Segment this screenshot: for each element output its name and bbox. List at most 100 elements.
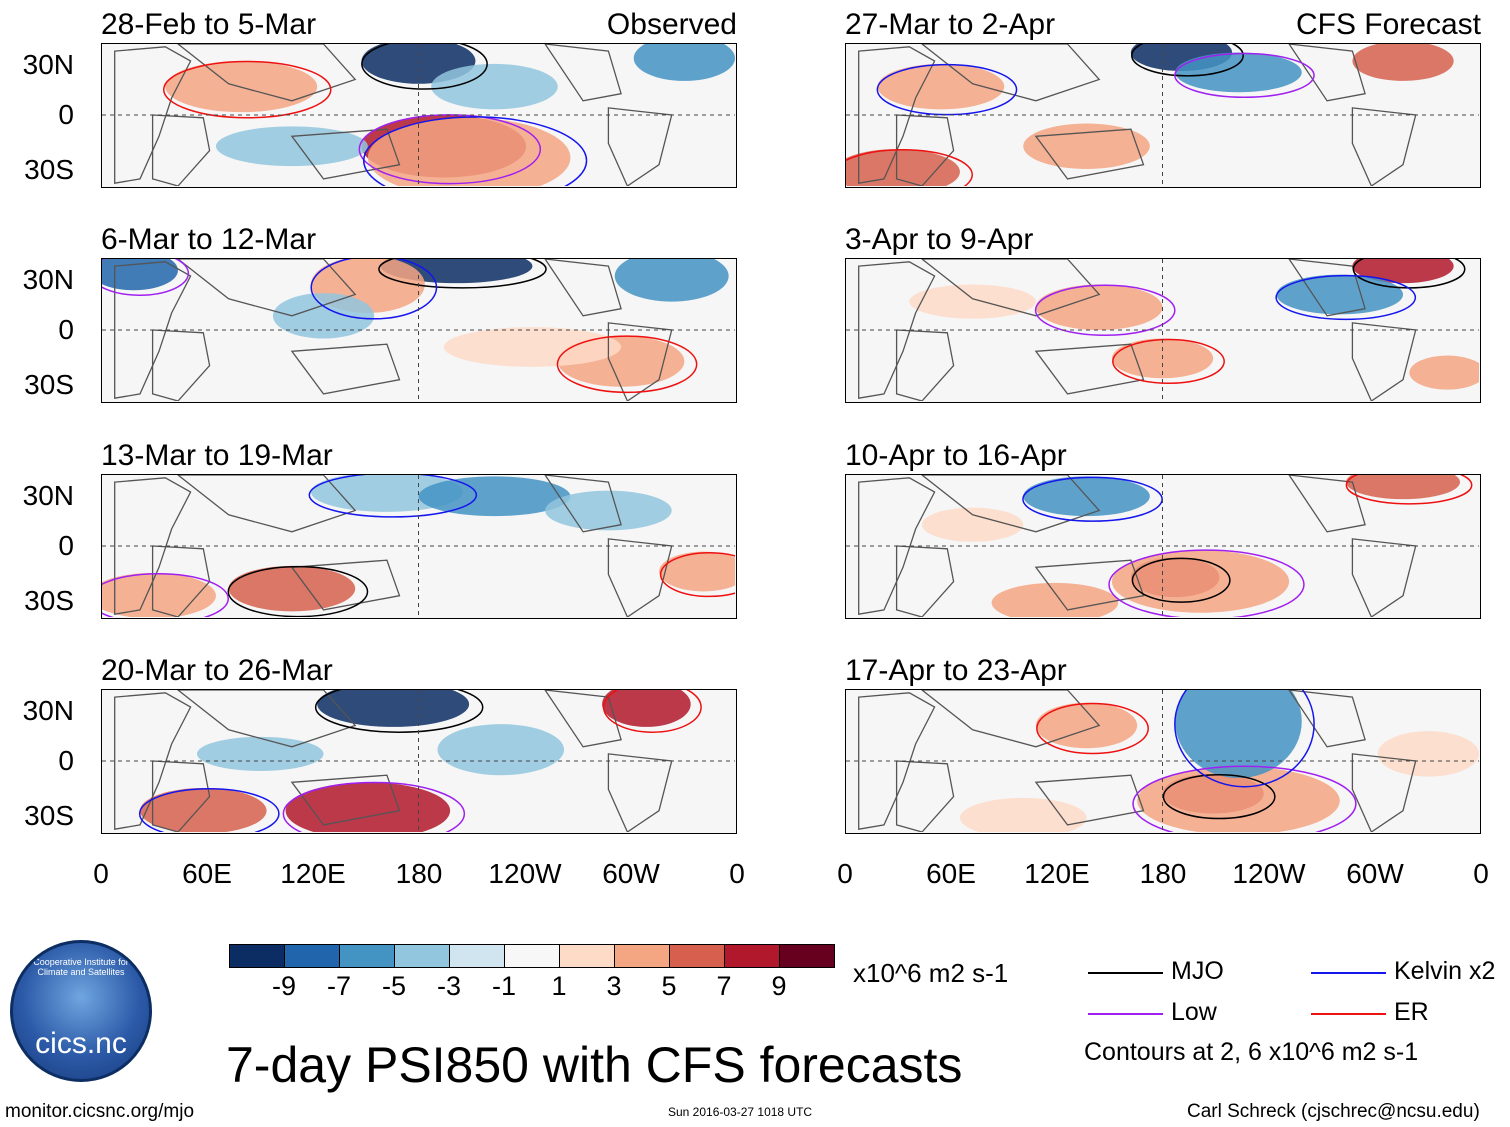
wave-contour: [1174, 690, 1315, 788]
wave-contour: [1162, 774, 1276, 820]
coastline: [114, 46, 192, 184]
coastline: [1351, 107, 1417, 186]
anomaly-shading: [1035, 702, 1138, 749]
coastline: [544, 690, 622, 748]
coastline: [1034, 343, 1145, 395]
anomaly-shading: [102, 259, 178, 291]
psi850-field: [846, 475, 1479, 617]
coastline: [858, 692, 936, 830]
psi850-field: [846, 44, 1479, 186]
coastline: [920, 475, 1101, 533]
coastline: [151, 545, 211, 617]
coastline: [1288, 44, 1366, 102]
anomaly-shading: [272, 293, 375, 339]
anomaly-shading: [317, 690, 470, 727]
anomaly-shading: [443, 327, 622, 367]
anomaly-shading: [215, 126, 368, 167]
map-panel: [845, 43, 1481, 188]
colorbar-tick-label: 1: [551, 971, 567, 1001]
wave-contour: [1131, 44, 1244, 77]
colorbar-tick-label: 7: [716, 971, 732, 1001]
coastline: [895, 545, 955, 617]
coastline: [151, 329, 211, 401]
anomaly-shading: [614, 259, 729, 302]
anomaly-shading: [228, 565, 356, 612]
wave-contour: [162, 60, 332, 119]
legend-label: Low: [1171, 998, 1217, 1026]
coastline: [920, 259, 1101, 317]
anomaly-shading: [991, 582, 1119, 617]
latitude-label: 0: [58, 530, 74, 561]
coastline: [176, 259, 357, 317]
figure-title: 7-day PSI850 with CFS forecasts: [226, 1037, 963, 1093]
coastline: [858, 261, 936, 399]
coastline: [290, 559, 401, 611]
longitude-label: 0: [1473, 858, 1489, 889]
panel-title: 17-Apr to 23-Apr: [845, 654, 1067, 687]
legend-label: Kelvin x2: [1394, 957, 1496, 985]
coastline: [290, 128, 401, 180]
colorbar-swatch: [339, 944, 395, 968]
wave-contour: [361, 44, 488, 90]
anomaly-shading: [1409, 355, 1479, 390]
colorbar-swatch: [779, 944, 835, 968]
wave-contour: [556, 335, 698, 394]
psi850-field: [102, 475, 735, 617]
wave-contour: [1174, 52, 1315, 99]
coastline: [920, 44, 1101, 102]
panel-title: 3-Apr to 9-Apr: [845, 223, 1034, 256]
map-panel: [845, 474, 1481, 619]
latitude-label: 30S: [24, 585, 74, 616]
coastline: [1034, 128, 1145, 180]
wave-contour: [1108, 549, 1305, 617]
colorbar-units: x10^6 m2 s-1: [853, 958, 1009, 988]
longitude-label: 120E: [280, 858, 346, 889]
colorbar-tick-label: -9: [271, 971, 296, 1001]
contour-note: Contours at 2, 6 x10^6 m2 s-1: [1084, 1038, 1419, 1066]
cics-logo: Cooperative Institute for Climate and Sa…: [10, 940, 152, 1082]
colorbar-tick-label: 9: [771, 971, 787, 1001]
coastline: [176, 475, 357, 533]
coastline: [114, 261, 192, 399]
coastline: [607, 322, 673, 401]
legend-label: MJO: [1171, 957, 1224, 985]
coastline: [544, 44, 622, 102]
anomaly-shading: [285, 782, 451, 832]
coastline: [920, 690, 1101, 748]
coastline: [1034, 559, 1145, 611]
colorbar-tick-label: -5: [381, 971, 406, 1001]
wave-contour: [102, 572, 229, 617]
anomaly-shading: [1175, 52, 1302, 93]
legend-line: [1311, 1013, 1386, 1015]
coastline: [607, 107, 673, 186]
longitude-label: 180: [395, 858, 443, 889]
latitude-label: 30S: [24, 369, 74, 400]
colorbar-swatch: [559, 944, 615, 968]
colorbar-swatch: [284, 944, 340, 968]
wave-contour: [282, 781, 466, 832]
anomaly-shading: [602, 690, 691, 727]
coastline: [858, 477, 936, 615]
latitude-label: 30S: [24, 800, 74, 831]
coastline: [607, 538, 673, 617]
anomaly-shading: [1276, 274, 1404, 315]
wave-contour: [1112, 338, 1225, 385]
coastline: [290, 774, 401, 826]
map-panel: [101, 43, 737, 188]
longitude-label: 180: [1139, 858, 1187, 889]
coastline: [176, 690, 357, 748]
wave-contour: [876, 63, 1018, 116]
coastline: [290, 343, 401, 395]
anomaly-shading: [1111, 550, 1290, 613]
coastline: [895, 114, 955, 186]
anomaly-shading: [102, 572, 216, 617]
coastline: [151, 114, 211, 186]
latitude-label: 30N: [22, 695, 74, 726]
wave-contour: [1275, 274, 1417, 321]
colorbar-swatch: [229, 944, 285, 968]
footer-timestamp: Sun 2016-03-27 1018 UTC: [668, 1105, 813, 1119]
psi850-field: [102, 259, 735, 401]
latitude-label: 0: [58, 314, 74, 345]
longitude-label: 0: [729, 858, 745, 889]
coastline: [151, 760, 211, 832]
